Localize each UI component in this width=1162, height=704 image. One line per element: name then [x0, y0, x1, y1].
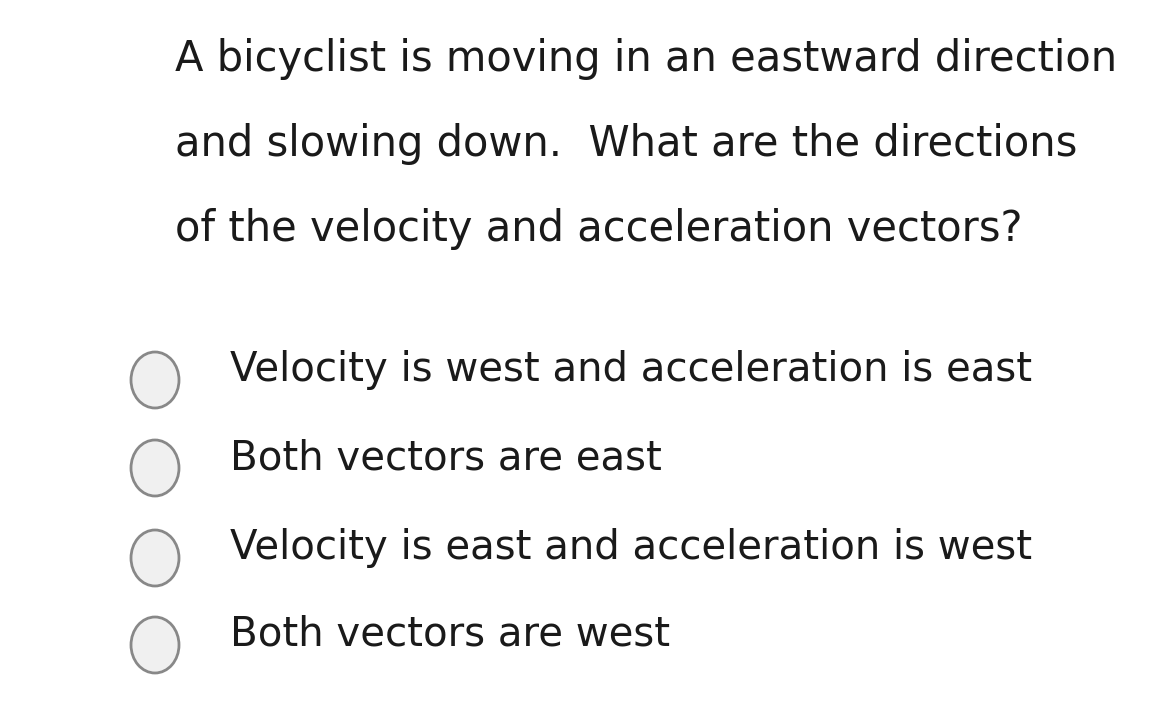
Ellipse shape: [131, 617, 179, 673]
Text: Velocity is east and acceleration is west: Velocity is east and acceleration is wes…: [230, 528, 1032, 568]
Text: Velocity is west and acceleration is east: Velocity is west and acceleration is eas…: [230, 350, 1032, 390]
Text: Both vectors are west: Both vectors are west: [230, 615, 670, 655]
Ellipse shape: [131, 530, 179, 586]
Text: and slowing down.  What are the directions: and slowing down. What are the direction…: [175, 123, 1077, 165]
Ellipse shape: [131, 352, 179, 408]
Ellipse shape: [131, 440, 179, 496]
Text: A bicyclist is moving in an eastward direction: A bicyclist is moving in an eastward dir…: [175, 38, 1117, 80]
Text: of the velocity and acceleration vectors?: of the velocity and acceleration vectors…: [175, 208, 1023, 250]
Text: Both vectors are east: Both vectors are east: [230, 438, 662, 478]
